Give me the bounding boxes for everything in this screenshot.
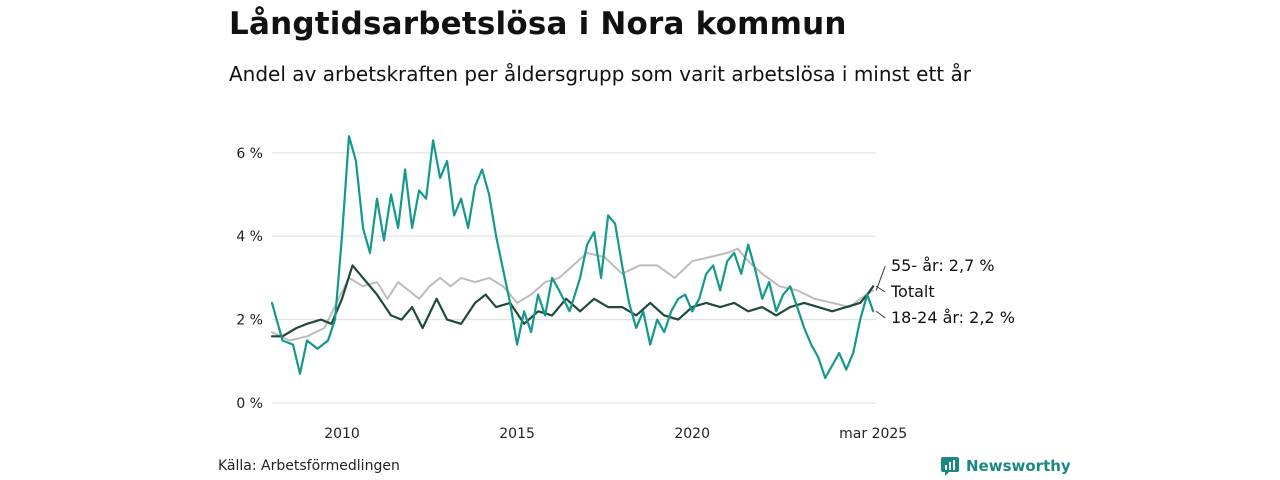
series-line-total [270, 264, 875, 338]
x-tick-label: 2020 [674, 426, 710, 442]
chart-subtitle: Andel av arbetskraften per åldersgrupp s… [229, 62, 971, 86]
brand-name: Newsworthy [966, 457, 1071, 475]
gridlines [272, 152, 876, 404]
y-tick-label: 6 % [236, 146, 263, 162]
y-tick-label: 2 % [236, 313, 263, 329]
end-label-connector [875, 285, 886, 293]
series-line-age_55_plus [271, 247, 875, 342]
x-tick-label: 2015 [499, 426, 535, 442]
end-label-connector [875, 265, 886, 291]
brand-logo: Newsworthy [940, 456, 1071, 476]
end-label-age_18_24: 18-24 år: 2,2 % [891, 308, 1015, 327]
x-tick-label: mar 2025 [839, 426, 907, 442]
chart-title: Långtidsarbetslösa i Nora kommun [229, 6, 847, 42]
end-label-age_55_plus: 55- år: 2,7 % [891, 256, 995, 275]
series-line-age_18_24 [270, 135, 875, 380]
newsworthy-logo-icon [941, 457, 959, 476]
x-axis: 2010 2015 2020 mar 2025 [324, 426, 907, 442]
y-tick-label: 0 % [236, 396, 263, 412]
source-note: Källa: Arbetsförmedlingen [218, 458, 400, 474]
end-label-connector [875, 310, 886, 319]
x-tick-label: 2010 [324, 426, 360, 442]
y-tick-label: 4 % [236, 229, 263, 245]
y-axis: 0 % 2 % 4 % 6 % [236, 146, 263, 412]
end-labels: 55- år: 2,7 % Totalt 18-24 år: 2,2 % [875, 256, 1015, 327]
series-lines [270, 135, 875, 380]
end-label-total: Totalt [890, 282, 935, 301]
